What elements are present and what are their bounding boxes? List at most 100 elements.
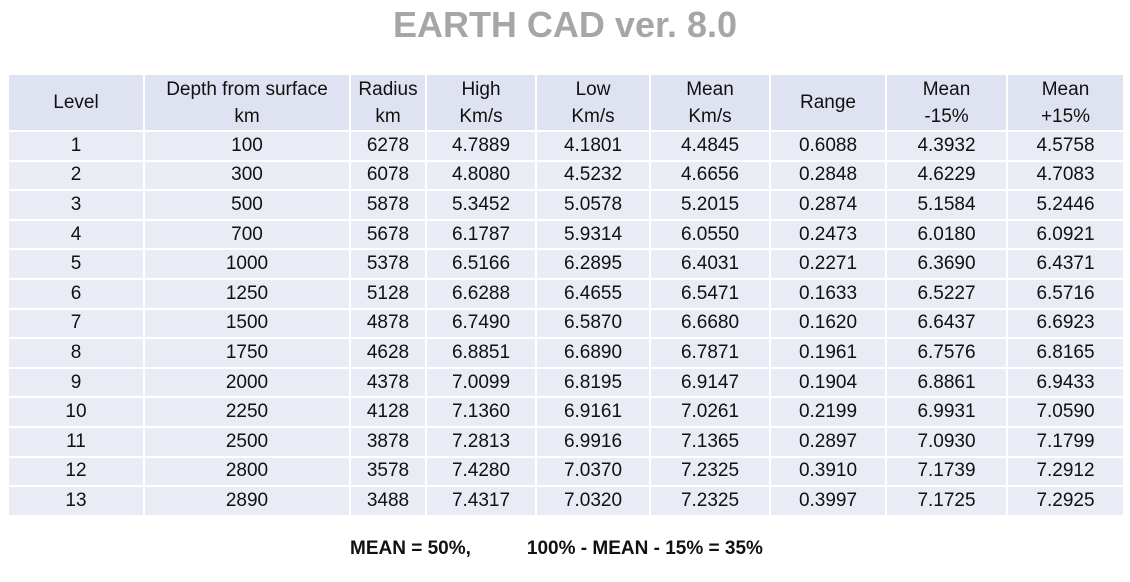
table-cell: 6.3690 (885, 248, 1008, 280)
table-cell: 0.6088 (769, 130, 887, 162)
table-cell: 6.5716 (1006, 277, 1125, 310)
header-line: Km/s (688, 105, 732, 127)
table-cell: 13 (7, 485, 145, 517)
table-row: 8 1750 4628 6.8851 6.6890 6.7871 0.1961 6.7576 6… (7, 337, 1125, 369)
header-cell: Mean +15% (1006, 73, 1125, 132)
header-line: Mean (686, 78, 734, 100)
header-line: Km/s (459, 105, 503, 127)
table-cell: 6.9161 (535, 396, 651, 428)
table-cell: 7.0099 (425, 366, 537, 399)
header-cell: Level (7, 73, 145, 132)
table-cell: 7.1360 (425, 396, 537, 428)
table-cell: 12 (7, 455, 145, 488)
table-cell: 7.2912 (1006, 455, 1125, 488)
table-cell: 6.5471 (649, 277, 771, 310)
table-cell: 4.5758 (1006, 130, 1125, 162)
table-cell: 0.3910 (769, 455, 887, 488)
header-cell: Depth from surface km (143, 73, 351, 132)
table-cell: 3488 (349, 485, 427, 517)
header-line: Low (575, 78, 611, 100)
header-line: Km/s (571, 105, 615, 127)
header-cell: Low Km/s (535, 73, 651, 132)
table-cell: 6.0550 (649, 218, 771, 251)
table-cell: 0.2897 (769, 425, 887, 458)
table-cell: 5.9314 (535, 218, 651, 251)
table-cell: 6278 (349, 130, 427, 162)
table-cell: 6 (7, 277, 145, 310)
table-cell: 2000 (143, 366, 351, 399)
table-cell: 0.2271 (769, 248, 887, 280)
table-cell: 4.8080 (425, 159, 537, 192)
table-cell: 6.7871 (649, 337, 771, 369)
table-cell: 4.5232 (535, 159, 651, 192)
header-line: km (375, 105, 401, 127)
table-row: 2 300 6078 4.8080 4.5232 4.6656 0.2848 4.6229 4.… (7, 159, 1125, 192)
table-cell: 7.1739 (885, 455, 1008, 488)
table-cell: 700 (143, 218, 351, 251)
header-line: +15% (1040, 105, 1091, 127)
table-cell: 8 (7, 337, 145, 369)
table-cell: 0.2874 (769, 189, 887, 221)
table-cell: 4.6656 (649, 159, 771, 192)
table-cell: 6.6437 (885, 307, 1008, 340)
header-line: Mean (1041, 78, 1090, 100)
table-cell: 5.2015 (649, 189, 771, 221)
header-cell: Mean -15% (885, 73, 1008, 132)
header-line: Range (800, 92, 856, 113)
table-cell: 6.2895 (535, 248, 651, 280)
table-cell: 4.3932 (885, 130, 1008, 162)
table-cell: 6.5227 (885, 277, 1008, 310)
table-cell: 5.0578 (535, 189, 651, 221)
footer: MEAN = 50%, 100% - MEAN - 15% = 35% (350, 538, 819, 560)
table-cell: 0.2848 (769, 159, 887, 192)
table-cell: 100 (143, 130, 351, 162)
table-cell: 6.6890 (535, 337, 651, 369)
table-cell: 7.4317 (425, 485, 537, 517)
table-cell: 2250 (143, 396, 351, 428)
table-cell: 7.0590 (1006, 396, 1125, 428)
table-cell: 7.0930 (885, 425, 1008, 458)
table-cell: 300 (143, 159, 351, 192)
table-cell: 2890 (143, 485, 351, 517)
table-cell: 6.6680 (649, 307, 771, 340)
table-cell: 1000 (143, 248, 351, 280)
table-cell: 0.1620 (769, 307, 887, 340)
table-cell: 9 (7, 366, 145, 399)
table-cell: 4.6229 (885, 159, 1008, 192)
table-cell: 6.5870 (535, 307, 651, 340)
table-cell: 0.1904 (769, 366, 887, 399)
table-cell: 7.1365 (649, 425, 771, 458)
table-row: 4 700 5678 6.1787 5.9314 6.0550 0.2473 6.0180 6.… (7, 218, 1125, 251)
table-cell: 6.0180 (885, 218, 1008, 251)
table-cell: 7.2813 (425, 425, 537, 458)
table-cell: 10 (7, 396, 145, 428)
header-line: -15% (924, 105, 969, 127)
header-line: Level (53, 92, 99, 113)
table-cell: 3878 (349, 425, 427, 458)
table-cell: 0.2473 (769, 218, 887, 251)
data-table: Level Depth from surface km Radius km High Km/… (7, 73, 1125, 517)
table-cell: 6.9916 (535, 425, 651, 458)
table-cell: 0.1961 (769, 337, 887, 369)
table-cell: 6.7490 (425, 307, 537, 340)
table-cell: 5878 (349, 189, 427, 221)
header-row: Level Depth from surface km Radius km High Km/… (7, 73, 1125, 132)
table-cell: 6.4371 (1006, 248, 1125, 280)
table-cell: 6.6288 (425, 277, 537, 310)
table-cell: 1750 (143, 337, 351, 369)
header-cell: Range (769, 73, 887, 132)
table-cell: 2800 (143, 455, 351, 488)
table-cell: 6.5166 (425, 248, 537, 280)
table-cell: 5378 (349, 248, 427, 280)
table-cell: 5.3452 (425, 189, 537, 221)
table-row: 1 100 6278 4.7889 4.1801 4.4845 0.6088 4.3932 4.… (7, 130, 1125, 162)
table-cell: 3578 (349, 455, 427, 488)
table-cell: 500 (143, 189, 351, 221)
table-row: 11 2500 3878 7.2813 6.9916 7.1365 0.2897 7.0930… (7, 425, 1125, 458)
header-cell: High Km/s (425, 73, 537, 132)
table-cell: 7.1725 (885, 485, 1008, 517)
footer-note: 100% - MEAN - 15% = 35% (526, 538, 763, 559)
table-cell: 6.6923 (1006, 307, 1125, 340)
table-cell: 7.0261 (649, 396, 771, 428)
